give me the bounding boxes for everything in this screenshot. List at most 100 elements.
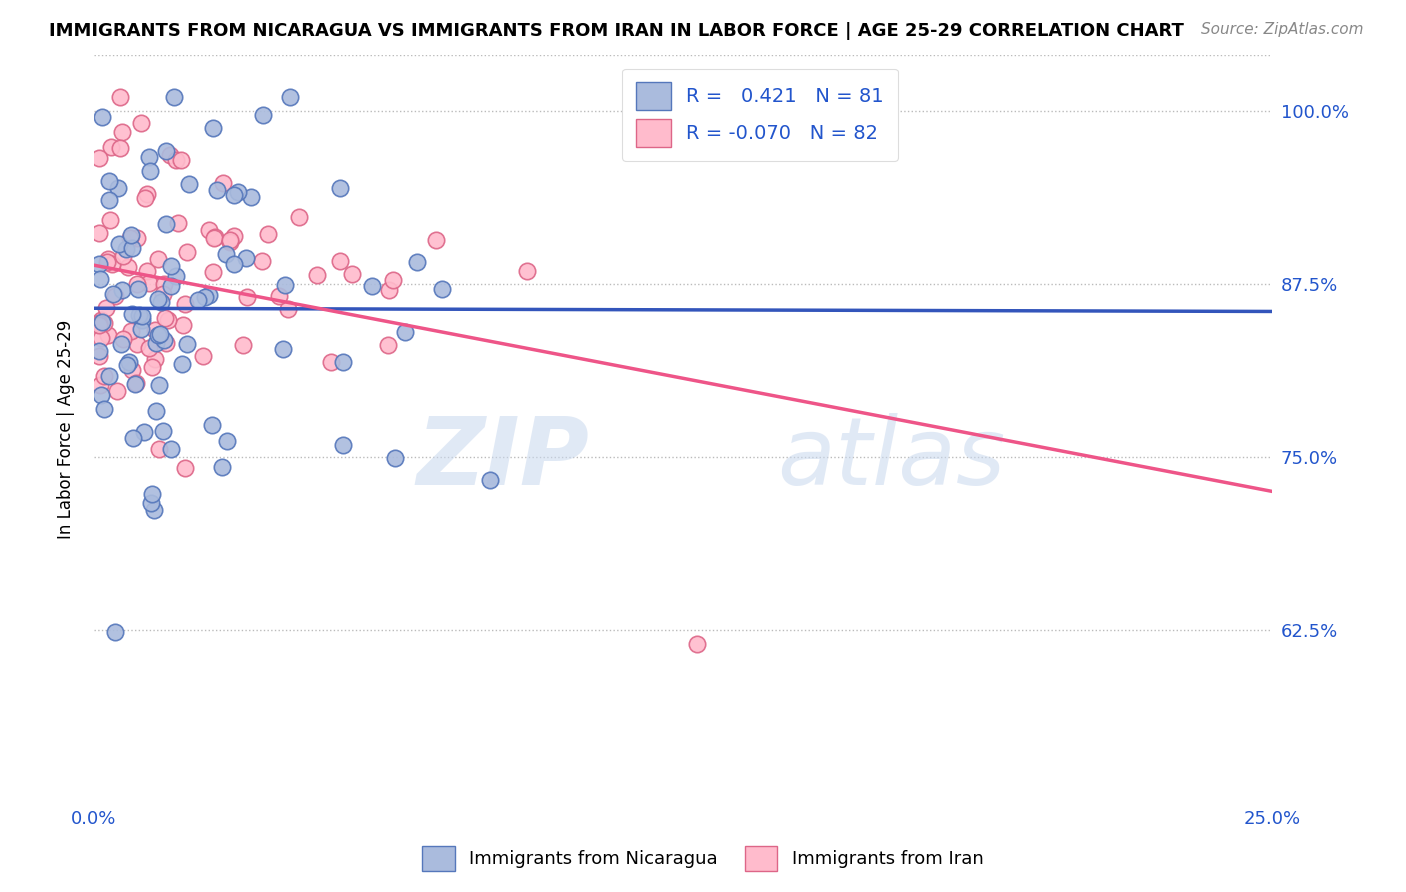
Point bbox=[218, 235, 240, 249]
Point bbox=[124, 376, 146, 391]
Point bbox=[98, 212, 121, 227]
Point bbox=[686, 637, 709, 651]
Point bbox=[152, 287, 174, 301]
Point bbox=[194, 290, 217, 304]
Point bbox=[97, 252, 120, 266]
Point bbox=[90, 110, 112, 124]
Point bbox=[153, 310, 176, 325]
Point bbox=[87, 350, 110, 364]
Point bbox=[135, 264, 157, 278]
Point bbox=[146, 252, 169, 267]
Point bbox=[136, 187, 159, 202]
Point bbox=[107, 181, 129, 195]
Point bbox=[118, 355, 141, 369]
Point bbox=[145, 335, 167, 350]
Point bbox=[129, 322, 152, 336]
Point bbox=[142, 502, 165, 516]
Point bbox=[134, 191, 156, 205]
Point bbox=[145, 404, 167, 418]
Point bbox=[150, 294, 173, 309]
Point bbox=[101, 287, 124, 301]
Point bbox=[174, 297, 197, 311]
Point bbox=[148, 442, 170, 456]
Point bbox=[267, 289, 290, 303]
Point bbox=[153, 334, 176, 348]
Point bbox=[97, 194, 120, 208]
Point bbox=[97, 369, 120, 384]
Point bbox=[377, 283, 399, 297]
Point bbox=[360, 279, 382, 293]
Point bbox=[384, 451, 406, 466]
Text: ZIP: ZIP bbox=[416, 413, 589, 505]
Point bbox=[94, 301, 117, 315]
Point bbox=[101, 257, 124, 271]
Point bbox=[329, 253, 352, 268]
Point bbox=[177, 177, 200, 191]
Point bbox=[112, 332, 135, 346]
Point bbox=[141, 359, 163, 374]
Point bbox=[277, 302, 299, 317]
Point bbox=[169, 153, 191, 167]
Point bbox=[108, 237, 131, 252]
Point bbox=[152, 277, 174, 291]
Point bbox=[125, 277, 148, 291]
Point bbox=[274, 278, 297, 293]
Point bbox=[156, 313, 179, 327]
Point bbox=[405, 255, 427, 269]
Point bbox=[138, 277, 160, 291]
Point bbox=[155, 336, 177, 351]
Point bbox=[215, 247, 238, 261]
Point bbox=[305, 268, 328, 282]
Point bbox=[217, 434, 239, 449]
Point bbox=[226, 185, 249, 199]
Point bbox=[159, 147, 181, 161]
Point bbox=[129, 116, 152, 130]
Point bbox=[103, 625, 125, 640]
Point bbox=[176, 245, 198, 260]
Point bbox=[138, 341, 160, 355]
Legend: R =   0.421   N = 81, R = -0.070   N = 82: R = 0.421 N = 81, R = -0.070 N = 82 bbox=[621, 69, 897, 161]
Point bbox=[93, 401, 115, 416]
Point bbox=[87, 316, 110, 330]
Point bbox=[139, 496, 162, 510]
Point bbox=[87, 318, 110, 332]
Point bbox=[319, 355, 342, 369]
Point bbox=[98, 174, 121, 188]
Point bbox=[89, 377, 111, 392]
Point bbox=[89, 312, 111, 326]
Point bbox=[165, 268, 187, 283]
Legend: Immigrants from Nicaragua, Immigrants from Iran: Immigrants from Nicaragua, Immigrants fr… bbox=[415, 838, 991, 879]
Point bbox=[219, 233, 242, 247]
Point bbox=[187, 293, 209, 307]
Point bbox=[332, 438, 354, 452]
Point bbox=[271, 342, 294, 356]
Point bbox=[112, 249, 135, 263]
Point bbox=[96, 255, 118, 269]
Point bbox=[381, 273, 404, 287]
Point bbox=[377, 338, 399, 352]
Point bbox=[204, 230, 226, 244]
Point bbox=[110, 337, 132, 351]
Point bbox=[120, 324, 142, 338]
Point bbox=[155, 217, 177, 231]
Point bbox=[287, 210, 309, 224]
Point bbox=[93, 369, 115, 384]
Point bbox=[340, 267, 363, 281]
Point bbox=[394, 326, 416, 340]
Point bbox=[146, 328, 169, 343]
Point bbox=[155, 144, 177, 158]
Point bbox=[87, 227, 110, 241]
Point bbox=[197, 288, 219, 302]
Point bbox=[90, 388, 112, 402]
Point bbox=[104, 288, 127, 302]
Point bbox=[111, 125, 134, 139]
Point bbox=[224, 229, 246, 244]
Point bbox=[211, 460, 233, 475]
Point bbox=[224, 257, 246, 271]
Point bbox=[191, 349, 214, 363]
Point bbox=[165, 153, 187, 168]
Point bbox=[329, 181, 352, 195]
Point bbox=[121, 240, 143, 254]
Point bbox=[125, 336, 148, 351]
Point bbox=[125, 231, 148, 245]
